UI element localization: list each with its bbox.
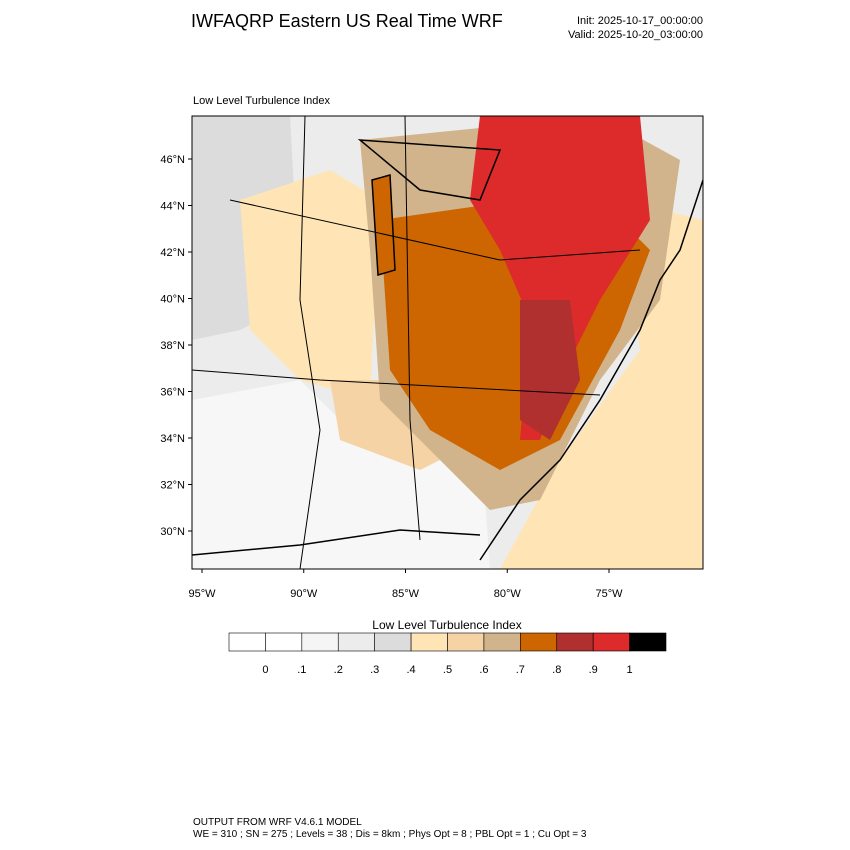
colorbar-label: .2 — [334, 664, 343, 676]
colorbar-box — [337, 632, 375, 652]
lon-tick-label: 80°W — [494, 588, 522, 600]
lat-tick-label: 32°N — [160, 480, 185, 492]
colorbar-label: .7 — [516, 664, 525, 676]
init-time: Init: 2025-10-17_00:00:00 — [577, 15, 703, 27]
lat-tick-label: 40°N — [160, 294, 185, 306]
lon-tick-label: 85°W — [392, 588, 420, 600]
colorbar-title: Low Level Turbulence Index — [372, 618, 521, 632]
colorbar-box — [265, 632, 303, 652]
colorbar-label: .4 — [406, 664, 415, 676]
colorbar-label: .3 — [370, 664, 379, 676]
map-ticks: 30°N 32°N 34°N 36°N 38°N 40°N 42°N 44°N 46°N 95°W… — [160, 154, 623, 600]
colorbar-label: .8 — [552, 664, 561, 676]
colorbar-box — [520, 632, 558, 652]
map-subtitle: Low Level Turbulence Index — [193, 95, 330, 107]
footer-line: WE = 310 ; SN = 275 ; Levels = 38 ; Dis … — [193, 829, 587, 840]
lat-tick-label: 42°N — [160, 247, 185, 259]
colorbar-box — [556, 632, 594, 652]
colorbar: 0 .1 .2 .3 .4 .5 .6 .7 .8 .9 1 — [228, 632, 667, 676]
colorbar-box — [410, 632, 448, 652]
lat-tick-label: 36°N — [160, 387, 185, 399]
colorbar-box — [629, 632, 667, 652]
lat-tick-label: 30°N — [160, 526, 185, 538]
colorbar-label: 1 — [627, 664, 633, 676]
valid-time: Valid: 2025-10-20_03:00:00 — [568, 29, 703, 41]
lat-tick-label: 38°N — [160, 340, 185, 352]
colorbar-label: 0 — [262, 664, 268, 676]
lat-tick-label: 46°N — [160, 154, 185, 166]
lon-tick-label: 95°W — [188, 588, 216, 600]
colorbar-box — [228, 632, 266, 652]
lon-tick-label: 90°W — [290, 588, 318, 600]
colorbar-box — [483, 632, 521, 652]
colorbar-box — [301, 632, 339, 652]
footer-line: OUTPUT FROM WRF V4.6.1 MODEL — [193, 817, 362, 828]
lat-tick-label: 34°N — [160, 433, 185, 445]
colorbar-box — [592, 632, 630, 652]
colorbar-box — [374, 632, 412, 652]
map-frame — [191, 115, 704, 570]
colorbar-label: .9 — [589, 664, 598, 676]
title: IWFAQRP Eastern US Real Time WRF — [191, 11, 503, 31]
colorbar-label: .6 — [479, 664, 488, 676]
colorbar-label: .1 — [297, 664, 306, 676]
colorbar-label: .5 — [443, 664, 452, 676]
map-field — [192, 116, 703, 569]
lat-tick-label: 44°N — [160, 201, 185, 213]
lon-tick-label: 75°W — [595, 588, 623, 600]
colorbar-box — [447, 632, 485, 652]
